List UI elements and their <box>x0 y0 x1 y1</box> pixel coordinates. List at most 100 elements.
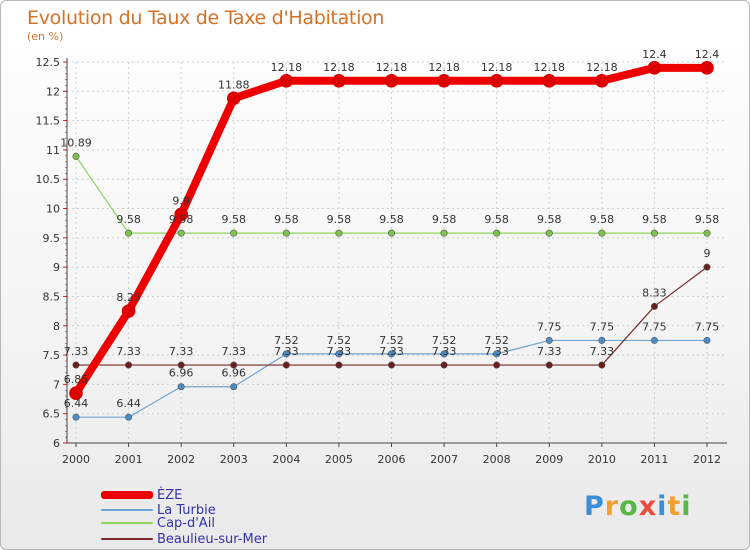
y-tick-label: 7 <box>53 378 60 391</box>
series-point <box>230 383 238 391</box>
series-point <box>595 73 609 88</box>
logo-letter: i <box>657 491 668 522</box>
data-label: 6.44 <box>116 397 141 410</box>
y-tick-label: 11 <box>46 144 60 157</box>
data-label: 7.52 <box>379 334 404 347</box>
x-tick-label: 2012 <box>693 453 721 466</box>
legend-item-beaulieu[interactable]: Beaulieu-sur-Mer <box>101 531 268 547</box>
y-tick-label: 8 <box>53 320 60 333</box>
data-label: 7.33 <box>484 345 509 358</box>
data-label: 10.89 <box>60 136 92 149</box>
legend-label: Beaulieu-sur-Mer <box>157 531 268 547</box>
y-tick-label: 10.5 <box>36 173 61 186</box>
series-point <box>332 73 346 88</box>
legend-item-la-turbie[interactable]: La Turbie <box>101 502 216 518</box>
series-point <box>650 229 658 237</box>
data-label: 7.52 <box>274 334 299 347</box>
data-label: 9.58 <box>274 213 299 226</box>
series-point <box>545 229 553 237</box>
y-tick-label: 6 <box>53 437 60 450</box>
chart-subtitle: (en %) <box>27 30 64 43</box>
series-point <box>542 73 557 88</box>
data-label: 9.9 <box>172 194 190 207</box>
data-label: 9.58 <box>379 213 404 226</box>
series-point <box>703 229 711 237</box>
data-label: 9 <box>704 247 711 260</box>
data-label: 7.75 <box>537 320 562 333</box>
data-label: 7.75 <box>695 320 720 333</box>
data-label: 12.4 <box>642 48 667 61</box>
data-label: 12.18 <box>271 61 303 74</box>
series-point <box>335 361 343 369</box>
legend-item-eze[interactable]: ÈZE <box>101 487 183 503</box>
logo-letter: o <box>619 491 639 522</box>
y-tick-label: 6.5 <box>43 408 61 421</box>
series-point <box>72 152 80 160</box>
data-label: 9.58 <box>695 213 720 226</box>
data-label: 12.4 <box>695 48 720 61</box>
data-label: 7.33 <box>274 345 299 358</box>
data-label: 7.33 <box>169 345 194 358</box>
data-label: 6.96 <box>169 367 194 380</box>
y-tick-label: 10 <box>46 203 60 216</box>
data-label: 9.58 <box>537 213 562 226</box>
series-point <box>230 361 238 369</box>
series-point <box>125 229 133 237</box>
series-point <box>177 383 185 391</box>
series-point <box>177 229 185 237</box>
logo-letter: r <box>604 491 620 522</box>
logo-letter: P <box>584 491 605 522</box>
legend-label: Cap-d'Ail <box>157 515 215 531</box>
series-point <box>282 229 290 237</box>
data-label: 12.18 <box>428 61 460 74</box>
data-label: 12.18 <box>586 61 618 74</box>
x-tick-label: 2007 <box>430 453 458 466</box>
data-label: 12.18 <box>534 61 566 74</box>
series-point <box>174 207 188 222</box>
series-point <box>230 229 238 237</box>
data-label: 7.52 <box>432 334 457 347</box>
series-point <box>598 229 606 237</box>
x-tick-label: 2010 <box>588 453 616 466</box>
data-label: 12.18 <box>323 61 355 74</box>
legend-item-cap-dail[interactable]: Cap-d'Ail <box>101 515 215 531</box>
series-point <box>335 229 343 237</box>
series-point <box>650 336 658 344</box>
series-point <box>125 413 133 421</box>
y-tick-label: 9.5 <box>43 232 61 245</box>
data-label: 8.33 <box>642 286 667 299</box>
data-label: 9.58 <box>222 213 247 226</box>
data-label: 12.18 <box>481 61 513 74</box>
y-tick-label: 7.5 <box>43 349 61 362</box>
series-point <box>703 263 711 271</box>
series-point <box>177 361 185 369</box>
x-tick-label: 2009 <box>535 453 563 466</box>
logo-letter: i <box>681 491 692 522</box>
series-point <box>493 350 501 358</box>
y-tick-label: 12.5 <box>36 56 61 69</box>
x-tick-label: 2006 <box>378 453 406 466</box>
series-point <box>703 336 711 344</box>
data-label: 7.33 <box>379 345 404 358</box>
x-tick-label: 2001 <box>115 453 143 466</box>
legend-label: ÈZE <box>157 487 183 503</box>
series-point <box>72 413 80 421</box>
data-label: 9.58 <box>116 213 141 226</box>
data-label: 7.52 <box>327 334 352 347</box>
chart-title: Evolution du Taux de Taxe d'Habitation <box>27 7 385 29</box>
series-point <box>489 73 504 88</box>
data-label: 12.18 <box>376 61 408 74</box>
series-point <box>440 229 448 237</box>
series-point <box>387 350 395 358</box>
legend-swatch-la-turbie <box>101 509 153 511</box>
series-point <box>437 73 451 88</box>
series-point <box>493 361 501 369</box>
series-point <box>598 336 606 344</box>
x-tick-label: 2011 <box>640 453 668 466</box>
series-point <box>647 61 662 75</box>
series-point <box>387 229 395 237</box>
legend-label: La Turbie <box>157 502 216 518</box>
data-label: 9.58 <box>484 213 509 226</box>
